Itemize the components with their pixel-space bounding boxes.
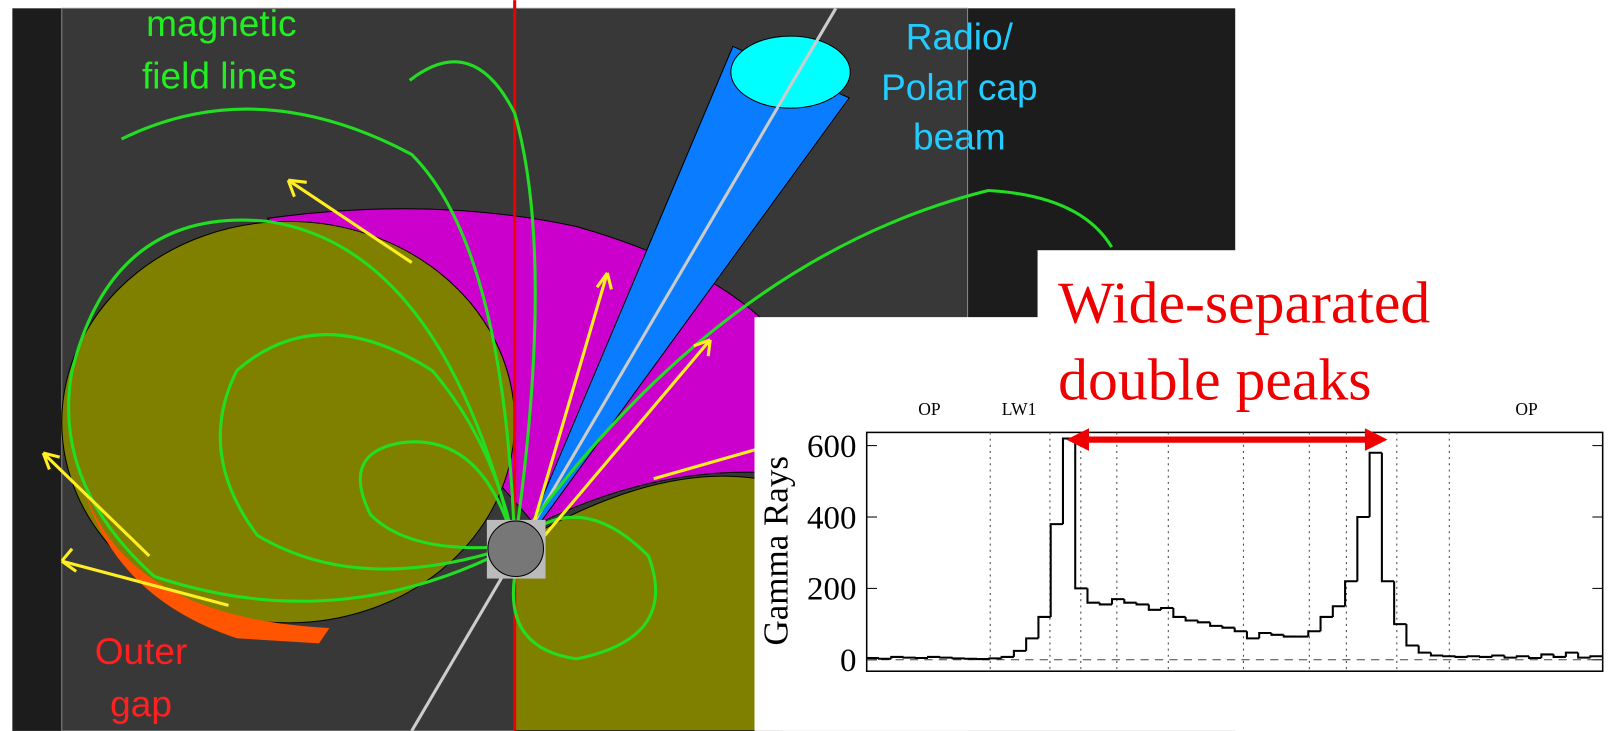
histogram-bin [1245,631,1260,640]
histogram-bin [1037,615,1051,639]
histogram-bin [1221,625,1235,629]
histogram-bin [927,655,941,659]
callout-text: Wide-separated [1058,269,1430,335]
histogram-bin [1270,633,1284,636]
gap-label: gap [110,683,172,725]
histogram-bin [1393,581,1407,626]
histogram-bin [1135,602,1149,606]
histogram-bin [1503,655,1517,659]
emission-arrows [41,178,763,607]
histogram-bin [1552,654,1566,658]
histogram-bin [1540,653,1554,659]
histogram-bin [1564,651,1579,657]
phase-label: OP [1515,399,1538,419]
histogram-bin [1184,616,1198,622]
histogram-bin [890,655,904,659]
histogram-bin [1319,615,1333,632]
histogram-bin [1368,451,1382,518]
histogram-bin [1258,631,1272,639]
neutron-star [487,520,545,578]
callout-text: double peaks [1058,346,1371,412]
histogram-bin [1172,608,1186,618]
arrow-head [1066,428,1090,451]
outer-gap [82,483,330,644]
beam-label: Polar cap [881,66,1038,108]
histogram-bin [1123,599,1137,604]
histogram-bin [1577,652,1591,659]
histogram-bin [1025,637,1039,651]
histogram-bin [1147,604,1162,611]
histogram-bin [1380,452,1395,583]
plot-frame [865,431,1604,672]
histogram-bin [877,657,892,660]
histogram-bin [939,656,953,659]
y-tick-label: 0 [840,643,856,679]
histogram-bin [1209,622,1223,627]
phase-label: LW1 [1002,399,1037,419]
gap-label: Outer [95,630,188,672]
histogram-bin [1515,655,1530,658]
histogram-bin [1307,630,1321,637]
field-label: magnetic [146,2,296,44]
histogram-bin [1344,580,1358,607]
histogram-bin [1160,607,1174,610]
histogram-bin [1098,602,1113,606]
histogram-bin [1356,515,1370,582]
histogram-bin [1196,620,1211,624]
histogram-bin [1049,523,1063,617]
histogram-bin [1454,655,1468,658]
y-tick-label: 600 [807,429,856,465]
histogram-bin [902,656,916,659]
beam-label: Radio/ [906,15,1014,57]
arrow-head [1364,428,1388,451]
histogram-bin [1417,645,1431,654]
y-tick-label: 200 [807,572,856,608]
y-tick-label: 400 [807,500,856,536]
histogram-bin [1074,438,1088,590]
histogram-bin [1110,598,1125,605]
histogram-bin [1442,655,1456,658]
histogram-bin [1589,655,1603,658]
histogram-bin [1478,655,1493,658]
histogram-bin [1466,655,1481,658]
histogram-bin [1429,652,1444,657]
histogram-bin [1491,654,1505,657]
histogram-bin [951,657,965,660]
beam-cap [730,35,851,109]
y-axis-label: Gamma Rays [756,456,795,645]
histogram-bin [1000,655,1014,659]
histogram-bin [1233,627,1247,633]
histogram-chart: OP LW1 OP 0 200 400 600 Gamma Rays [756,399,1604,679]
rotation-axis [410,7,838,731]
histogram-bin [1012,649,1027,657]
histogram-bin [1528,656,1542,660]
labels: magnetic field lines Radio/ Polar cap be… [95,2,1038,724]
histogram-bin [1405,624,1419,647]
phase-label: OP [918,399,941,419]
histogram-bin [988,657,1002,660]
histogram-bin [1282,634,1297,638]
histogram-bin [1086,588,1100,604]
beam-label: beam [913,115,1006,157]
field-lines [67,60,1114,661]
chart-box [754,317,1614,731]
callout-box [1037,250,1614,323]
callout: Wide-separated double peaks [1058,269,1430,412]
histogram-bin [1331,605,1346,617]
field-label: field lines [142,55,296,97]
